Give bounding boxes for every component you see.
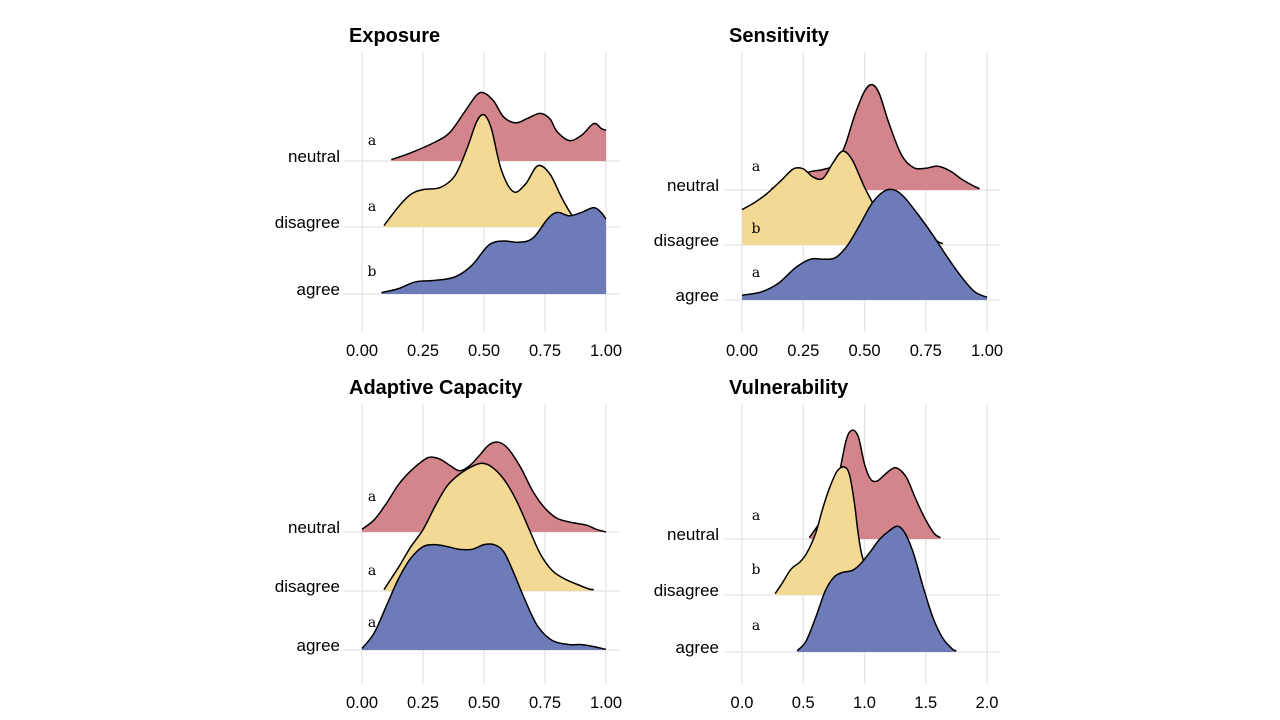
ridge-outline-agree (361, 543, 607, 651)
ridge-area-agree (362, 543, 606, 650)
x-tick-label: 0.50 (468, 342, 500, 360)
significance-letter-neutral: a (752, 508, 760, 524)
significance-letter-agree: a (752, 265, 760, 281)
significance-letter-agree: a (368, 615, 376, 631)
x-tick-label: 2.0 (976, 694, 999, 712)
significance-letter-agree: b (368, 264, 377, 280)
ridge-outline-agree (381, 206, 607, 294)
significance-letter-agree: a (752, 618, 760, 634)
x-tick-label: 0.00 (346, 694, 378, 712)
significance-letter-neutral: a (368, 489, 376, 505)
x-tick-label: 1.5 (914, 694, 937, 712)
category-label-neutral: neutral (667, 525, 719, 544)
significance-letter-disagree: a (368, 199, 376, 215)
category-label-neutral: neutral (288, 518, 340, 537)
significance-letter-neutral: a (368, 133, 376, 149)
x-tick-label: 1.00 (971, 342, 1003, 360)
x-tick-label: 0.75 (910, 342, 942, 360)
ridge-outline-agree (741, 188, 988, 298)
significance-letter-disagree: a (368, 563, 376, 579)
x-tick-label: 0.50 (468, 694, 500, 712)
significance-letter-disagree: b (752, 221, 761, 237)
ridge-area-disagree (742, 151, 943, 245)
significance-letter-neutral: a (752, 159, 760, 175)
x-tick-label: 1.00 (590, 342, 622, 360)
ridge-area-agree (797, 526, 957, 652)
x-tick-label: 0.25 (407, 342, 439, 360)
x-tick-label: 0.00 (346, 342, 378, 360)
ridge-area-agree (742, 189, 987, 300)
x-tick-label: 0.0 (731, 694, 754, 712)
panel-title: Exposure (349, 25, 440, 47)
panel-sensitivity: Sensitivity a b a neutral disagree agree 0… (654, 25, 1003, 360)
x-tick-label: 1.0 (853, 694, 876, 712)
panel-exposure: Exposure a a b neutral disagree agree 0.00… (275, 25, 622, 360)
category-label-neutral: neutral (288, 147, 340, 166)
ridge-outline-agree (796, 525, 957, 652)
ridge-outline-disagree (383, 113, 583, 227)
panel-title: Adaptive Capacity (349, 377, 523, 399)
category-label-agree: agree (297, 280, 340, 299)
category-label-agree: agree (676, 638, 719, 657)
x-tick-label: 1.00 (590, 694, 622, 712)
panel-title: Sensitivity (729, 25, 830, 47)
category-label-disagree: disagree (275, 577, 340, 596)
x-tick-label: 0.5 (792, 694, 815, 712)
category-label-disagree: disagree (654, 581, 719, 600)
category-label-disagree: disagree (654, 231, 719, 250)
x-tick-label: 0.25 (787, 342, 819, 360)
category-label-agree: agree (297, 636, 340, 655)
significance-letter-disagree: b (752, 562, 761, 578)
panel-title: Vulnerability (729, 377, 849, 399)
ridge-outline-neutral (361, 441, 607, 533)
x-tick-label: 0.25 (407, 694, 439, 712)
ridge-area-disagree (384, 114, 582, 227)
category-label-neutral: neutral (667, 176, 719, 195)
ridge-area-neutral (771, 84, 980, 190)
x-tick-label: 0.50 (848, 342, 880, 360)
ridge-area-agree (381, 207, 606, 294)
ridge-outline-neutral (391, 91, 607, 161)
ridge-area-neutral (391, 92, 606, 161)
category-label-disagree: disagree (275, 213, 340, 232)
x-tick-label: 0.75 (529, 694, 561, 712)
ridge-outline-neutral (771, 83, 980, 190)
ridge-outline-disagree (383, 462, 594, 591)
category-label-agree: agree (676, 286, 719, 305)
panel-vulnerability: Vulnerability a b a neutral disagree agree… (654, 377, 1000, 712)
x-tick-label: 0.75 (529, 342, 561, 360)
x-tick-label: 0.00 (726, 342, 758, 360)
panel-adaptive-capacity: Adaptive Capacity a a a neutral disagree a… (275, 377, 622, 712)
